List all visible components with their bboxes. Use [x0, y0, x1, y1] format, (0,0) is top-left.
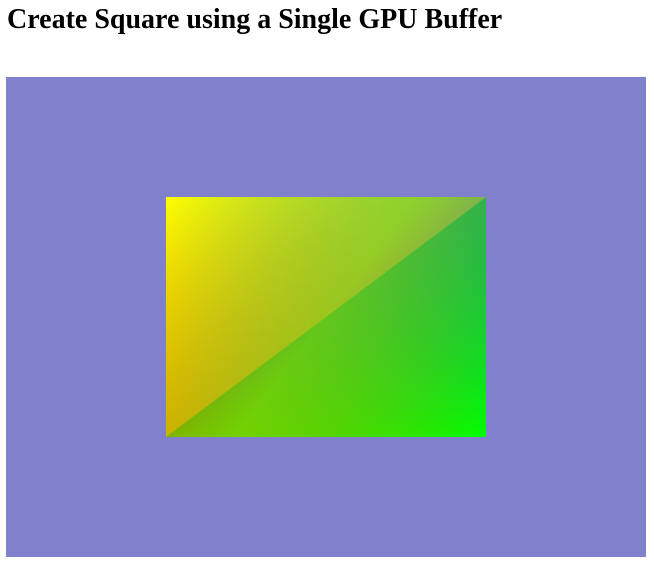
- page-title: Create Square using a Single GPU Buffer: [7, 4, 503, 35]
- gradient-square: [166, 197, 486, 437]
- webgpu-canvas: [6, 77, 646, 557]
- square-diagonal-band: [166, 197, 486, 437]
